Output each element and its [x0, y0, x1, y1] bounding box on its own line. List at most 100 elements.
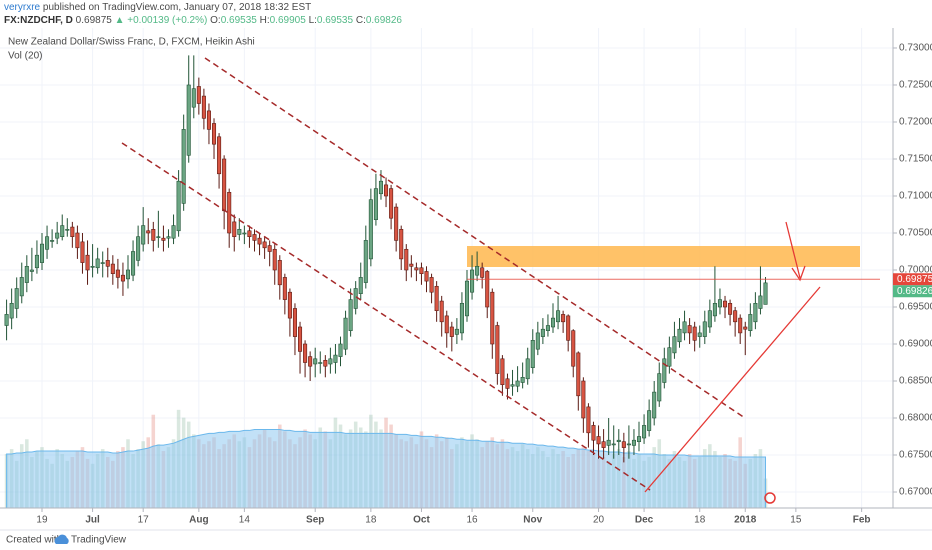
candle-body — [464, 280, 470, 317]
ohlc-2-value: 0.69535 — [317, 15, 354, 26]
candle-body — [303, 343, 308, 363]
event-icon[interactable] — [764, 492, 776, 504]
x-tick-label: Dec — [635, 515, 654, 526]
candle-body — [90, 265, 95, 268]
candle-body — [515, 380, 520, 387]
candle-body — [323, 359, 328, 367]
x-tick-label: Sep — [306, 515, 324, 526]
candle-body — [201, 95, 206, 119]
last-close-box — [893, 285, 932, 298]
candle-body — [105, 260, 110, 267]
ohlc-1-label: H: — [260, 15, 270, 26]
x-tick-label: 2018 — [734, 515, 757, 526]
author[interactable]: veryrxre — [4, 2, 41, 13]
candle-body — [318, 362, 323, 364]
y-tick-label: 0.70500 — [899, 228, 932, 239]
candle-body — [120, 274, 125, 282]
y-tick-label: 0.68500 — [899, 376, 932, 387]
ohlc-3-value: 0.69826 — [366, 15, 403, 26]
candle-body — [313, 358, 318, 365]
candle-body — [636, 436, 642, 442]
candle-body — [540, 328, 545, 337]
candle-body — [399, 228, 404, 260]
candle-body — [50, 240, 55, 242]
y-tick-label: 0.69500 — [899, 302, 932, 313]
candle-body — [196, 86, 201, 104]
brand-logo[interactable] — [54, 534, 69, 544]
candle-body — [9, 303, 14, 319]
candle-body — [292, 308, 297, 337]
candle-body — [39, 243, 45, 263]
candle-body — [363, 240, 368, 283]
ohlc-2-label: L: — [309, 15, 317, 26]
y-tick-label: 0.70000 — [899, 265, 932, 276]
candle-body — [277, 260, 282, 286]
last-close-label: 0.69826 — [897, 286, 932, 297]
candle-body — [227, 191, 232, 234]
candle-body — [211, 123, 217, 145]
candle-body — [717, 299, 722, 308]
candle-body — [131, 251, 136, 276]
candle-body — [394, 206, 399, 241]
candle-body — [753, 303, 758, 323]
candle-body — [262, 241, 267, 249]
volume-pane — [4, 409, 768, 509]
candle-body — [146, 230, 151, 234]
ohlc-1-value: 0.69905 — [270, 15, 307, 26]
candle-body — [707, 310, 712, 328]
candle-body — [257, 237, 262, 245]
last-price-box — [893, 273, 932, 286]
legend-title: New Zealand Dollar/Swiss Franc, D, FXCM,… — [8, 37, 255, 48]
candle-body — [384, 184, 389, 197]
candle-body — [55, 232, 60, 239]
candle-body — [171, 225, 176, 239]
candle-body — [434, 285, 439, 312]
candle-body — [647, 410, 652, 431]
candle-body — [556, 310, 561, 323]
candle-body — [470, 269, 475, 293]
price: 0.69875 — [76, 15, 113, 26]
candle-body — [449, 326, 454, 337]
y-tick-label: 0.67500 — [899, 450, 932, 461]
candle-body — [206, 110, 211, 130]
legend-volume: Vol (20) — [8, 51, 42, 62]
y-tick-label: 0.71000 — [899, 191, 932, 202]
candle-body — [581, 380, 586, 419]
x-tick-label: 19 — [36, 515, 48, 526]
footer-brand[interactable]: TradingView — [71, 535, 127, 546]
candle-body — [454, 328, 459, 335]
header-line: veryrxre published on TradingView.com, J… — [4, 2, 311, 13]
candle-body — [576, 352, 581, 397]
candle-body — [535, 332, 540, 350]
candle-body — [677, 328, 682, 343]
candle-body — [550, 317, 556, 328]
y-tick-label: 0.68000 — [899, 413, 932, 424]
candle-body — [520, 377, 525, 383]
candle-body — [191, 88, 196, 108]
x-tick-label: Oct — [413, 515, 430, 526]
candle-body — [672, 336, 677, 354]
ohlc-0-value: 0.69535 — [221, 15, 258, 26]
candle-body — [60, 225, 65, 237]
resistance-zone — [467, 246, 860, 267]
candle-body — [358, 277, 363, 294]
candle-body — [343, 317, 348, 350]
candle-body — [298, 326, 303, 352]
candle-body — [308, 356, 313, 367]
candle-body — [510, 384, 515, 387]
candle-body — [338, 343, 343, 357]
candle-body — [480, 267, 485, 278]
candle-body — [389, 188, 394, 219]
candle-body — [373, 188, 378, 220]
candle-body — [611, 443, 616, 446]
symbol-line: FX:NZDCHF, D 0.69875 ▲ +0.00139 (+0.2%) … — [4, 15, 402, 26]
x-tick-label: 17 — [138, 515, 150, 526]
candle-body — [657, 373, 662, 402]
candle-body — [748, 314, 753, 331]
candle-body — [596, 436, 601, 445]
candle-body — [161, 237, 166, 241]
candle-body — [247, 230, 252, 237]
candle-body — [586, 406, 591, 434]
symbol: FX:NZDCHF, D — [4, 15, 73, 26]
